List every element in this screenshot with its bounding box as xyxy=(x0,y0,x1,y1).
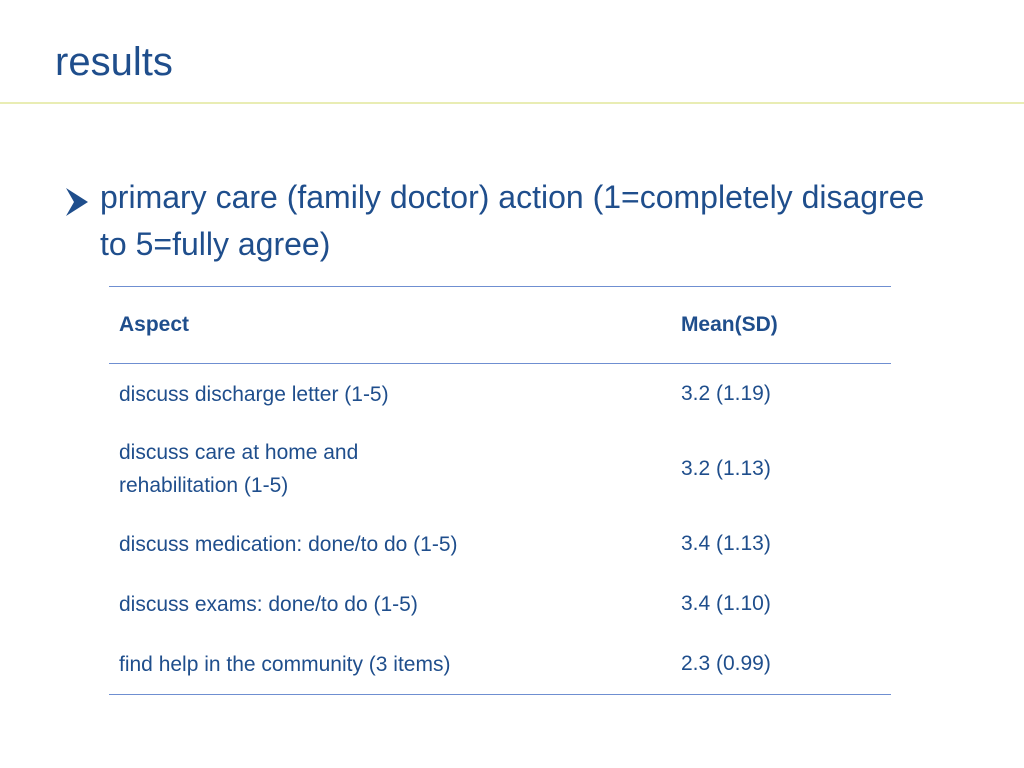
aspect-text: find help in the community (3 items) xyxy=(119,652,451,676)
aspect-text: discuss exams: done/to do (1-5) xyxy=(119,592,418,616)
aspect-cell: discuss exams: done/to do (1-5) xyxy=(109,574,675,634)
mean-sd-cell: 3.4 (1.13) xyxy=(680,532,771,555)
aspect-cell: find help in the community (3 items) xyxy=(109,634,675,695)
mean-sd-cell: 3.4 (1.10) xyxy=(680,592,771,615)
table-row: discuss care at home and rehabilitation … xyxy=(109,424,891,514)
aspect-cell: discuss discharge letter (1-5) xyxy=(109,364,675,425)
aspect-column-header: Aspect xyxy=(109,286,675,364)
aspect-cell: discuss medication: done/to do (1-5) xyxy=(109,514,675,574)
results-table: Aspect Mean(SD) discuss discharge letter… xyxy=(109,286,891,695)
table-row: discuss medication: done/to do (1-5) 3.4… xyxy=(109,514,891,574)
table-row: discuss exams: done/to do (1-5) 3.4 (1.1… xyxy=(109,574,891,634)
aspect-text: discuss discharge letter (1-5) xyxy=(119,382,389,406)
page-title: results xyxy=(55,40,173,84)
table-row: find help in the community (3 items) 2.3… xyxy=(109,634,891,695)
aspect-text: discuss medication: done/to do (1-5) xyxy=(119,532,458,556)
aspect-cell: discuss care at home and rehabilitation … xyxy=(109,424,675,514)
aspect-text: discuss care at home and rehabilitation … xyxy=(119,441,359,497)
mean-sd-cell: 3.2 (1.13) xyxy=(680,457,771,480)
mean-sd-cell: 2.3 (0.99) xyxy=(674,634,891,695)
bullet-text: primary care (family doctor) action (1=c… xyxy=(100,179,925,262)
arrow-bullet-icon xyxy=(66,188,88,216)
mean-sd-column-header: Mean(SD) xyxy=(674,286,891,364)
table-header-row: Aspect Mean(SD) xyxy=(109,286,891,364)
title-divider xyxy=(0,102,1024,104)
mean-sd-cell: 3.2 (1.19) xyxy=(680,382,771,405)
bullet-item: primary care (family doctor) action (1=c… xyxy=(62,174,942,268)
table-row: discuss discharge letter (1-5) 3.2 (1.19… xyxy=(109,364,891,425)
